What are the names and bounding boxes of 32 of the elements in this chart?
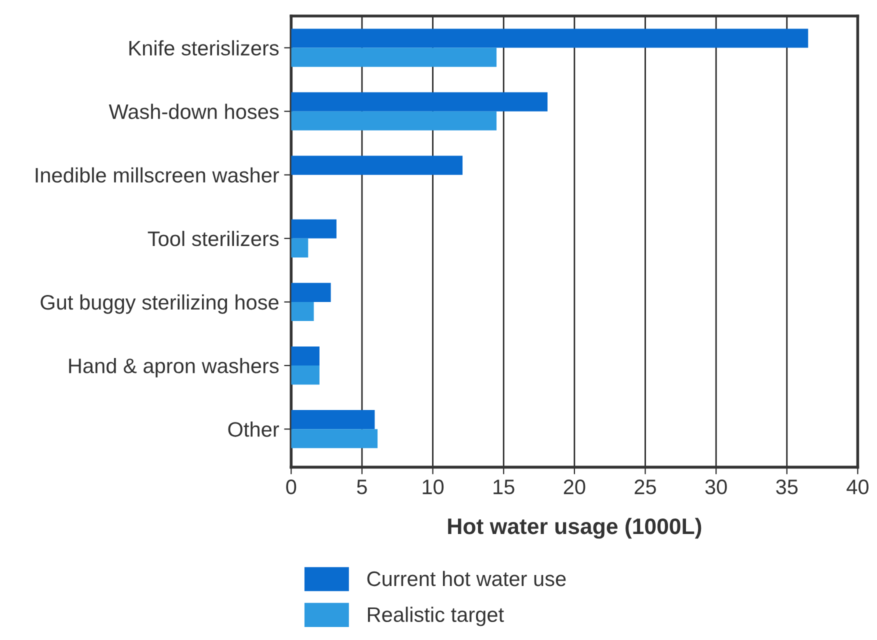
x-tick-label: 30 [705,480,727,494]
x-axis-title: Hot water usage (1000L) [448,518,702,539]
x-tick-label: 0 [286,480,296,494]
y-tick-label: Gut buggy sterilizing hose [40,294,278,314]
x-tick-label: 15 [494,480,514,494]
y-tick-label: Knife sterislizers [129,40,279,56]
bar [291,219,336,238]
bar [291,302,314,322]
y-tick-label: Other [228,422,280,437]
x-tick-label: 5 [357,480,367,494]
bar [291,410,375,430]
bar [291,48,497,67]
legend-label: Realistic target [368,606,504,626]
x-tick-label: 10 [422,480,444,494]
bar [291,156,463,175]
y-tick-label: Inedible millscreen washer [36,167,280,183]
x-tick-label: 20 [564,480,586,494]
bar [291,346,320,366]
legend-label: Current hot water use [367,570,566,586]
bar [291,92,548,112]
y-tick-label: Wash-down hoses [108,104,279,120]
bar [291,111,497,130]
bar [291,282,331,302]
x-tick-label: 40 [846,480,868,494]
bar [291,366,320,385]
bar [291,429,378,448]
bar [291,238,308,258]
y-tick-label: Hand & apron washers [69,358,279,378]
x-tick-label: 25 [634,480,656,494]
bar [291,28,808,48]
x-tick-label: 35 [776,480,798,494]
y-tick-label: Tool sterilizers [148,230,279,246]
